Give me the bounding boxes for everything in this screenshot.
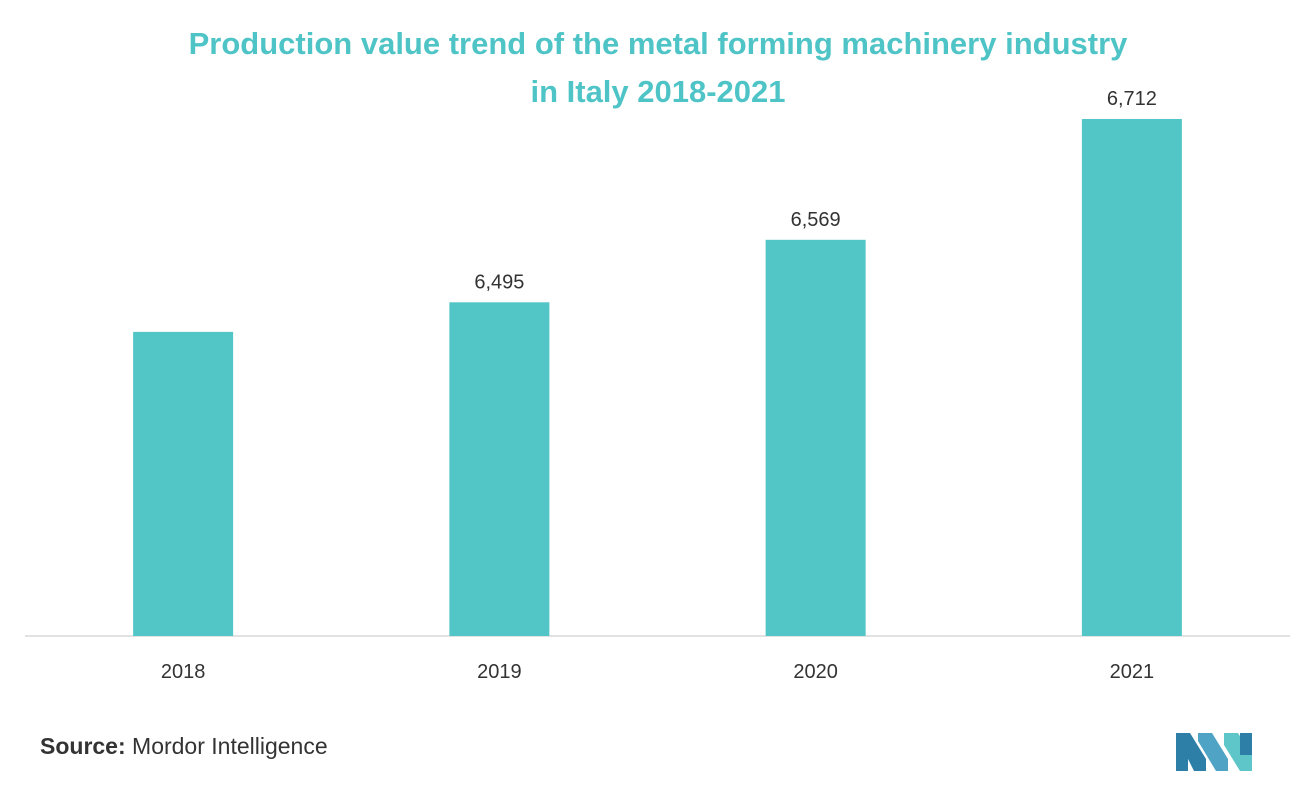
source-label: Source: [40, 733, 126, 759]
data-label-2021: 6,712 [1107, 88, 1157, 110]
x-tick-label-2018: 2018 [161, 661, 206, 683]
x-tick-labels-group: 2018 2019 2020 2021 [161, 661, 1154, 683]
mordor-intelligence-logo-icon [1176, 733, 1252, 771]
data-label-2019: 6,495 [474, 271, 524, 293]
x-tick-label-2021: 2021 [1110, 661, 1155, 683]
bar-2019 [449, 302, 550, 636]
chart-title-line-2: in Italy 2018-2021 [530, 74, 786, 109]
x-tick-label-2019: 2019 [477, 661, 522, 683]
bar-chart: 6,495 6,569 6,712 2018 2019 2020 2021 [25, 88, 1290, 683]
source-name: Mordor Intelligence [132, 733, 328, 759]
chart-title-line-1: Production value trend of the metal form… [188, 26, 1128, 61]
bar-2021 [1081, 119, 1182, 636]
bar-2020 [765, 239, 866, 636]
data-labels-group: 6,495 6,569 6,712 [474, 88, 1157, 293]
chart-title: Production value trend of the metal form… [0, 20, 1316, 116]
source-note: Source: Mordor Intelligence [40, 733, 328, 760]
x-tick-label-2020: 2020 [793, 661, 838, 683]
bars-group [133, 119, 1182, 636]
data-label-2020: 6,569 [791, 209, 841, 231]
bar-2018 [133, 331, 234, 636]
